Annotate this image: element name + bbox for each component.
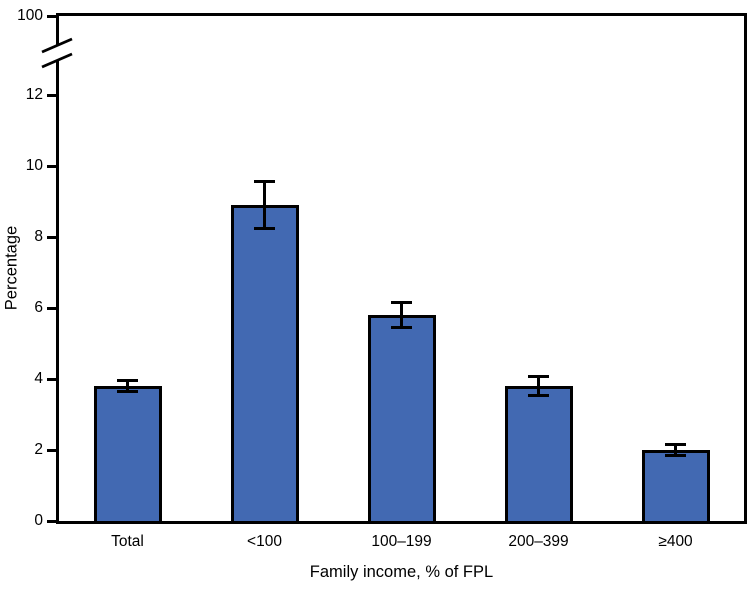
x-category-label: Total bbox=[111, 533, 144, 550]
y-tick-mark bbox=[47, 164, 56, 168]
error-bar-line bbox=[126, 379, 129, 394]
y-tick-mark bbox=[47, 448, 56, 452]
y-tick-mark bbox=[47, 93, 56, 97]
x-axis-title: Family income, % of FPL bbox=[309, 563, 494, 581]
error-bar-cap-top bbox=[254, 180, 275, 184]
y-tick-label: 100 bbox=[17, 7, 43, 24]
bar-400 bbox=[641, 450, 710, 521]
error-bar-cap-bottom bbox=[254, 226, 275, 230]
error-bar-cap-top bbox=[665, 442, 686, 446]
y-tick-label: 10 bbox=[25, 157, 43, 174]
error-bar-cap-top bbox=[391, 300, 412, 304]
bar-Total bbox=[93, 386, 162, 521]
x-category-row: Total <100 100–199 200–399 ≥400 bbox=[59, 533, 744, 553]
y-tick-mark bbox=[47, 519, 56, 523]
bar-100 bbox=[230, 205, 299, 521]
error-bar-line bbox=[674, 442, 677, 458]
y-tick-label: 4 bbox=[34, 370, 43, 387]
y-tick-mark bbox=[47, 377, 56, 381]
y-axis-break-icon bbox=[41, 37, 73, 69]
y-tick-mark bbox=[47, 14, 56, 18]
error-bar-cap-bottom bbox=[391, 326, 412, 330]
y-tick-mark bbox=[47, 306, 56, 310]
error-bar bbox=[528, 375, 549, 397]
error-bar bbox=[117, 379, 138, 394]
plot-area: 0 2 4 6 8 10 12 100 bbox=[17, 7, 747, 529]
x-category-label: <100 bbox=[247, 533, 282, 550]
error-bar-cap-bottom bbox=[665, 454, 686, 458]
y-tick-label: 0 bbox=[34, 512, 43, 529]
y-tick-label: 6 bbox=[34, 299, 43, 316]
y-tick-label: 8 bbox=[34, 228, 43, 245]
error-bar-line bbox=[400, 300, 403, 330]
error-bar bbox=[254, 180, 275, 230]
error-bar-cap-bottom bbox=[117, 390, 138, 394]
x-category-label: 100–199 bbox=[371, 533, 432, 550]
x-category-label: 200–399 bbox=[508, 533, 569, 550]
error-bar-line bbox=[537, 375, 540, 397]
error-bar-cap-top bbox=[528, 375, 549, 379]
y-tick-mark bbox=[47, 235, 56, 239]
error-bar-cap-bottom bbox=[528, 393, 549, 397]
bar-100199 bbox=[367, 315, 436, 521]
x-category-label: ≥400 bbox=[658, 533, 693, 550]
y-tick-label: 12 bbox=[25, 86, 43, 103]
error-bar-line bbox=[263, 180, 266, 230]
error-bar bbox=[665, 442, 686, 458]
y-tick-label: 2 bbox=[34, 441, 43, 458]
error-bar-cap-top bbox=[117, 379, 138, 382]
error-bar bbox=[391, 300, 412, 330]
bar-200399 bbox=[504, 386, 573, 521]
